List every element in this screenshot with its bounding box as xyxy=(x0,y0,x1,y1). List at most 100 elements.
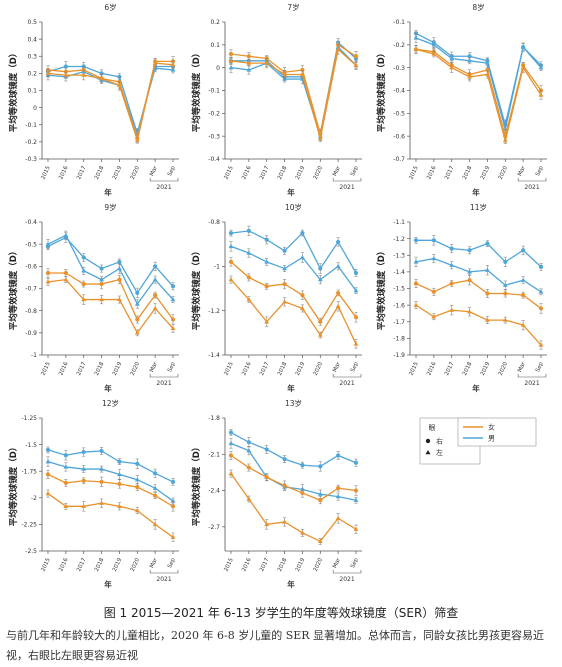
x-group-label: 2021 xyxy=(524,184,539,191)
y-tick-label: -0.6 xyxy=(393,133,405,140)
legend: 眼右左 女男 xyxy=(419,417,537,465)
data-point-female-left xyxy=(449,307,455,312)
y-tick-label: -1.75 xyxy=(21,468,37,475)
data-point-male-left xyxy=(170,296,176,302)
x-axis-label: 年 xyxy=(287,187,295,197)
x-tick-label: 2019 xyxy=(112,361,124,377)
data-point-male-right xyxy=(170,479,176,484)
x-tick-label: 2015 xyxy=(40,557,52,573)
data-point-female-left xyxy=(246,496,252,501)
y-tick-label: -2.5 xyxy=(25,548,37,555)
data-point-male-right xyxy=(300,230,305,236)
data-point-female-left xyxy=(134,330,140,335)
y-tick-label: -1.6 xyxy=(393,302,405,309)
data-point-male-left xyxy=(413,35,419,40)
y-tick-label: -0.6 xyxy=(25,264,37,271)
x-tick-label: Mar xyxy=(332,557,342,570)
series-line-female-right xyxy=(48,272,174,321)
x-tick-label: 2017 xyxy=(76,165,88,181)
x-group-label: 2021 xyxy=(156,184,171,191)
x-axis-label: 年 xyxy=(472,187,480,197)
y-tick-label: -1.2 xyxy=(393,236,405,243)
data-point-male-left xyxy=(413,259,419,264)
data-point-male-right xyxy=(246,228,251,233)
x-tick-label: 2020 xyxy=(498,361,510,377)
series-line-female-right xyxy=(415,279,542,309)
x-tick-label: 2015 xyxy=(223,165,235,181)
x-tick-label: 2016 xyxy=(426,361,438,377)
data-point-male-left xyxy=(63,464,69,469)
data-point-male-right xyxy=(117,259,122,264)
x-tick-label: 2015 xyxy=(408,361,420,377)
legend-right-label: 右 xyxy=(436,437,443,446)
data-point-female-left xyxy=(520,65,526,70)
data-point-female-left xyxy=(467,74,472,79)
data-point-female-right xyxy=(99,479,104,484)
y-tick-label: -0.4 xyxy=(25,219,37,226)
data-point-female-left xyxy=(353,341,359,346)
data-point-male-right xyxy=(135,290,140,296)
series-line-female-left xyxy=(47,493,174,538)
x-tick-label: Sep xyxy=(350,165,360,177)
series-line-female-left xyxy=(47,278,174,335)
series-line-male-right xyxy=(47,449,174,483)
chart-title: 9岁 xyxy=(104,202,116,212)
data-point-male-right xyxy=(300,463,305,468)
data-point-female-left xyxy=(449,65,455,70)
data-point-female-right xyxy=(353,54,359,59)
series-line-male-left xyxy=(47,461,174,502)
data-point-male-right xyxy=(467,54,472,59)
data-point-female-right xyxy=(318,319,323,324)
data-point-male-right xyxy=(153,264,158,269)
data-point-female-right xyxy=(467,278,472,283)
chart-title: 12岁 xyxy=(102,398,119,408)
data-point-female-left xyxy=(431,51,437,56)
data-point-female-left xyxy=(264,319,270,324)
x-tick-label: 2016 xyxy=(241,557,253,573)
chart-title: 8岁 xyxy=(472,2,484,12)
data-point-female-right xyxy=(153,493,158,498)
x-tick-label: 2017 xyxy=(259,557,271,573)
data-point-male-right xyxy=(282,248,287,253)
data-point-female-left xyxy=(45,70,51,76)
y-tick-label: -0.7 xyxy=(25,286,37,293)
data-point-female-right xyxy=(246,54,251,59)
series-line-male-left xyxy=(47,67,174,136)
data-point-female-left xyxy=(134,507,140,513)
data-point-male-right xyxy=(503,259,508,264)
y-axis-label: 平均等效球镜度（D） xyxy=(191,443,202,527)
y-tick-label: 0 xyxy=(33,105,37,112)
y-tick-label: -0.3 xyxy=(208,133,220,140)
data-point-male-left xyxy=(246,250,252,255)
data-point-female-left xyxy=(63,72,69,77)
data-point-female-left xyxy=(170,62,176,67)
x-tick-label: Sep xyxy=(535,165,545,177)
data-point-female-left xyxy=(117,503,122,509)
x-tick-label: 2018 xyxy=(277,361,289,377)
chart-panel-5: 11岁 -1.1 -1.2 -1.3 -1.4 -1.5 -1.6 -1.7 -1.8 -1.9 平… xyxy=(376,202,547,393)
data-point-female-left xyxy=(152,60,158,65)
data-point-female-left xyxy=(228,277,234,282)
y-tick-label: -1.4 xyxy=(393,269,405,276)
data-point-male-left xyxy=(520,277,526,282)
y-tick-label: -1 xyxy=(31,352,37,359)
x-group-bracket xyxy=(517,374,547,378)
data-point-female-right xyxy=(81,67,86,73)
y-tick-label: -1.9 xyxy=(393,352,405,359)
y-tick-label: -0.5 xyxy=(25,241,37,248)
y-tick-label: -0.5 xyxy=(393,111,405,118)
data-point-male-left xyxy=(152,485,158,490)
data-point-female-right xyxy=(228,51,234,57)
data-point-female-left xyxy=(152,521,158,527)
x-tick-label: 2020 xyxy=(313,165,325,181)
x-tick-label: Sep xyxy=(535,361,545,373)
legend-right-marker xyxy=(425,438,431,444)
x-tick-label: 2015 xyxy=(223,361,235,377)
series-line-female-left xyxy=(415,48,542,141)
data-point-female-left xyxy=(264,521,270,527)
legend-left-label: 左 xyxy=(436,448,443,457)
series-line-male-left xyxy=(415,37,542,130)
data-point-female-right xyxy=(431,289,436,294)
series-line-female-right xyxy=(230,261,357,323)
data-point-male-left xyxy=(81,268,87,273)
